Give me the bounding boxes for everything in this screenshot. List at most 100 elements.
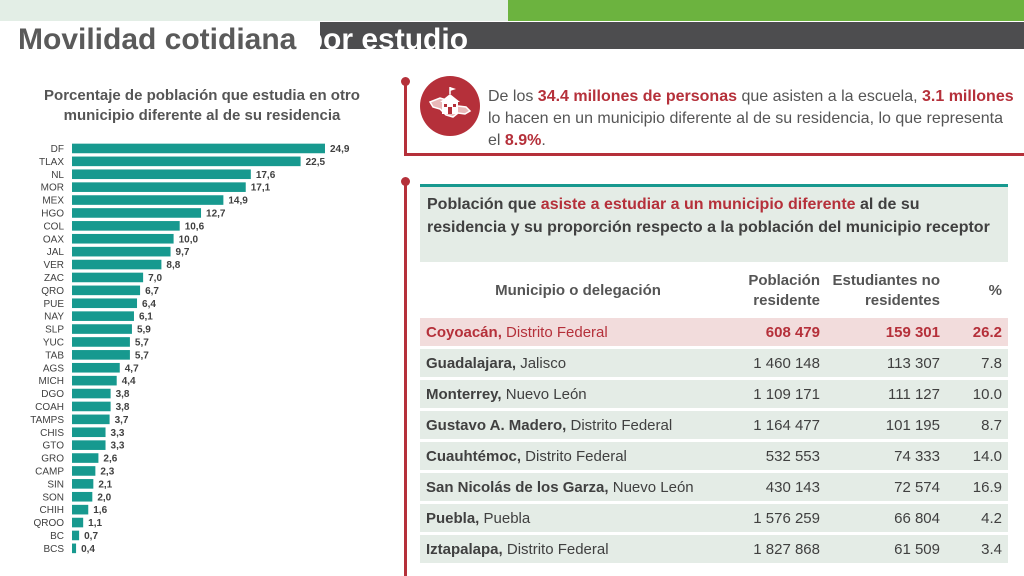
table-row: San Nicolás de los Garza, Nuevo León 430… [420,473,1008,501]
municipio-name: Gustavo A. Madero, [426,416,567,434]
cell-poblacion: 430 143 [730,473,820,501]
table-title-highlight: asiste a estudiar a un municipio diferen… [540,196,856,213]
cell-poblacion: 1 576 259 [730,504,820,532]
callout-highlight-people: 34.4 millones de personas [537,88,737,105]
callout-dot [401,77,410,86]
table-row: Monterrey, Nuevo León 1 109 171 111 127 … [420,380,1008,408]
bar [72,156,301,167]
category-label: DF [51,144,64,155]
cell-poblacion: 1 460 148 [730,349,820,377]
estado-name: Nuevo León [501,385,587,403]
category-label: SIN [47,479,64,490]
bar [72,362,120,373]
callout-highlight-movers: 3.1 millones [922,88,1014,105]
table-title-b: al de su residencia y su proporción resp… [427,196,990,236]
bar [72,169,251,180]
callout-rule-horizontal [404,153,1024,156]
value-label: 24,9 [330,144,350,155]
table-row: Iztapalapa, Distrito Federal 1 827 868 6… [420,535,1008,563]
page-title-highlight: por estudio [304,23,469,56]
cell-estudiantes: 72 574 [820,473,940,501]
cell-municipio: Iztapalapa, Distrito Federal [420,535,730,563]
cell-porcentaje: 26.2 [940,318,1008,346]
value-label: 3,8 [116,389,130,400]
category-label: MOR [41,183,64,194]
bar [72,259,162,270]
bar [72,208,202,218]
bar [72,375,117,386]
header-porcentaje: % [988,282,1002,299]
title-band [320,22,1024,49]
cell-municipio: Puebla, Puebla [420,504,730,532]
table-row: Cuauhtémoc, Distrito Federal 532 553 74 … [420,442,1008,470]
value-label: 4,4 [122,376,136,387]
table-row: Coyoacán, Distrito Federal 608 479 159 3… [420,318,1008,346]
estado-name: Distrito Federal [521,447,627,465]
value-label: 5,7 [135,337,149,348]
value-label: 3,3 [111,428,125,439]
cell-porcentaje: 3.4 [940,535,1008,563]
value-label: 2,0 [97,492,111,503]
category-label: GTO [43,441,65,452]
value-label: 6,1 [139,312,153,323]
bar [72,246,171,257]
category-label: NL [51,170,64,181]
bar [72,530,80,541]
category-label: SON [42,492,64,503]
category-label: YUC [43,337,64,348]
value-label: 17,6 [256,170,276,181]
bar [72,453,99,463]
value-label: 2,6 [103,454,117,465]
bar [72,543,77,554]
value-label: 2,1 [98,479,112,490]
bar [72,440,106,450]
category-label: SLP [45,325,64,336]
bar [72,272,144,283]
chart-title: Porcentaje de población que estudia en o… [44,87,360,124]
value-label: 0,7 [84,531,98,542]
category-label: ZAC [44,273,64,284]
category-label: COAH [35,402,64,413]
cell-estudiantes: 61 509 [820,535,940,563]
category-label: BCS [43,544,64,555]
value-label: 4,7 [125,363,139,374]
table-title: Población que asiste a estudiar a un mun… [427,193,1003,239]
callout-text-4: . [541,132,546,149]
category-label: TAB [45,350,64,361]
mexico-map-school-icon [420,76,480,136]
value-label: 9,7 [176,247,190,258]
municipio-name: Guadalajara, [426,354,517,372]
summary-callout: De los 34.4 millones de personas que asi… [401,74,1024,156]
value-label: 14,9 [228,196,248,207]
cell-poblacion: 608 479 [730,318,820,346]
bar [72,195,224,205]
category-label: PUE [43,299,64,310]
cell-municipio: Monterrey, Nuevo León [420,380,730,408]
top-decor-bar-green [508,0,1024,21]
value-label: 7,0 [148,273,162,284]
category-label: TLAX [39,157,64,168]
category-label: OAX [43,234,64,245]
category-label: QRO [41,286,64,297]
bar [72,504,89,515]
callout-highlight-percent: 8.9% [504,132,542,149]
category-label: MICH [38,376,64,387]
value-label: 5,7 [135,350,149,361]
category-label: TAMPS [30,415,64,426]
municipio-name: Iztapalapa, [426,540,503,558]
municipio-name: San Nicolás de los Garza, [426,478,609,496]
municipio-name: Puebla, [426,509,480,527]
cell-porcentaje: 7.8 [940,349,1008,377]
value-label: 10,6 [185,221,205,232]
page-title: Movilidad cotidiana por estudio [18,22,468,58]
estado-name: Distrito Federal [502,540,609,558]
table-title-box: Población que asiste a estudiar a un mun… [420,184,1008,262]
callout-text-3: lo hacen en un municipio diferente al de… [488,110,1003,149]
category-label: JAL [47,247,65,258]
top-decor-bar-gray [0,0,508,21]
estado-name: Distrito Federal [566,416,673,434]
cell-porcentaje: 8.7 [940,411,1008,439]
bar [72,414,110,425]
estado-name: Distrito Federal [501,323,608,341]
value-label: 5,9 [137,325,151,336]
